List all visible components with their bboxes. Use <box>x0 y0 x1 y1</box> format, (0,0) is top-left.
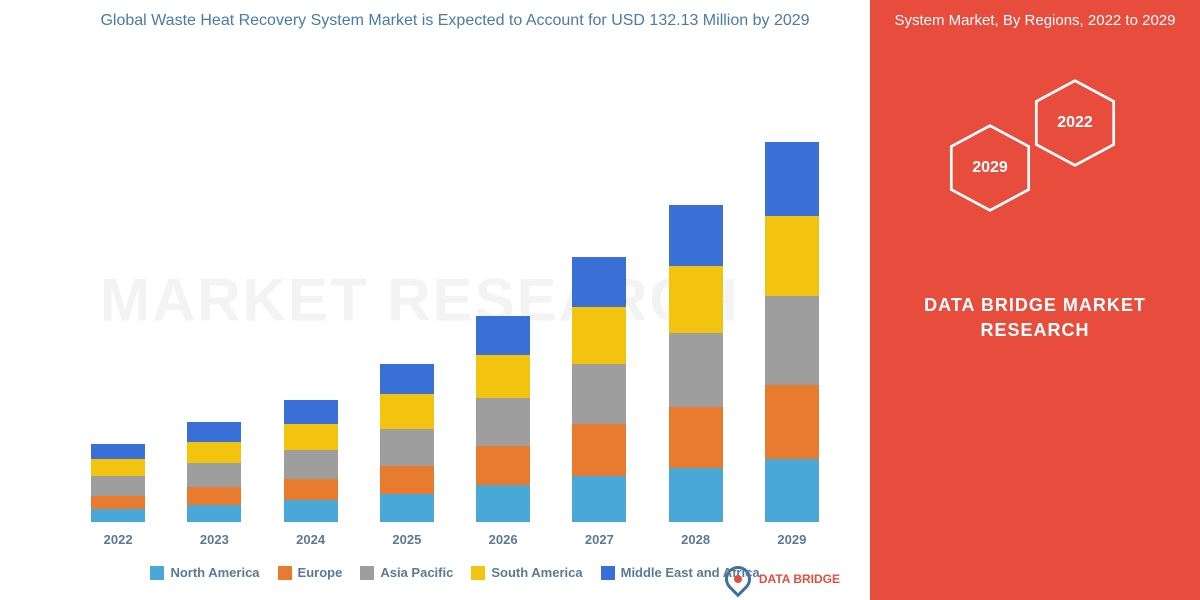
x-axis-label: 2022 <box>104 532 133 547</box>
hexagon-2029: 2029 <box>945 123 1035 213</box>
bar-segment <box>669 205 723 266</box>
main-container: Global Waste Heat Recovery System Market… <box>0 0 1200 600</box>
chart-title: Global Waste Heat Recovery System Market… <box>60 10 850 32</box>
bar-segment <box>572 307 626 363</box>
legend-item: Middle East and Africa <box>601 565 760 580</box>
bar-segment <box>91 459 145 476</box>
bar-segment <box>187 487 241 504</box>
legend-label: Asia Pacific <box>380 565 453 580</box>
bar-segment <box>91 476 145 496</box>
bar-segment <box>380 429 434 466</box>
hexagon-2022-label: 2022 <box>1057 114 1093 132</box>
x-axis-label: 2024 <box>296 532 325 547</box>
legend-item: Asia Pacific <box>360 565 453 580</box>
bar-segment <box>284 500 338 522</box>
x-axis-label: 2023 <box>200 532 229 547</box>
bar-segment <box>187 422 241 442</box>
bar-segment <box>476 446 530 485</box>
bar-segment <box>669 333 723 407</box>
legend-label: Europe <box>298 565 343 580</box>
x-axis-label: 2028 <box>681 532 710 547</box>
bar-stack <box>476 316 530 522</box>
bar-segment <box>91 496 145 509</box>
bar-segment <box>572 476 626 522</box>
chart-area: Global Waste Heat Recovery System Market… <box>0 0 870 600</box>
brand-text: DATA BRIDGE MARKET RESEARCH <box>924 293 1146 343</box>
bar-segment <box>765 385 819 459</box>
bar-segment <box>476 316 530 355</box>
bar-group: 2028 <box>648 205 744 547</box>
bar-segment <box>380 494 434 522</box>
legend-swatch <box>601 566 615 580</box>
bar-segment <box>669 407 723 468</box>
x-axis-label: 2025 <box>392 532 421 547</box>
x-axis-label: 2027 <box>585 532 614 547</box>
bar-segment <box>669 266 723 333</box>
bar-group: 2027 <box>551 257 647 547</box>
bar-segment <box>284 450 338 478</box>
bar-segment <box>380 394 434 429</box>
bar-segment <box>380 364 434 394</box>
legend-swatch <box>360 566 374 580</box>
bar-segment <box>380 466 434 494</box>
legend-item: North America <box>150 565 259 580</box>
side-panel-title: System Market, By Regions, 2022 to 2029 <box>895 10 1176 33</box>
bar-group: 2023 <box>166 422 262 547</box>
legend-item: South America <box>471 565 582 580</box>
bar-segment <box>91 509 145 522</box>
bar-group: 2026 <box>455 316 551 547</box>
bar-segment <box>669 468 723 522</box>
bar-stack <box>572 257 626 522</box>
bar-stack <box>765 142 819 522</box>
bar-segment <box>187 463 241 487</box>
bar-group: 2024 <box>263 400 359 547</box>
hexagon-graphic: 2029 2022 <box>935 73 1135 233</box>
bar-segment <box>187 442 241 464</box>
legend-label: North America <box>170 565 259 580</box>
bar-segment <box>476 398 530 446</box>
legend-label: South America <box>491 565 582 580</box>
bar-segment <box>476 485 530 522</box>
brand-line-1: DATA BRIDGE MARKET <box>924 293 1146 318</box>
bar-segment <box>572 364 626 425</box>
bar-segment <box>765 459 819 522</box>
bar-segment <box>765 296 819 385</box>
bar-segment <box>476 355 530 398</box>
bar-segment <box>765 142 819 216</box>
side-panel: System Market, By Regions, 2022 to 2029 … <box>870 0 1200 600</box>
bar-segment <box>91 444 145 459</box>
bar-segment <box>284 479 338 501</box>
legend-label: Middle East and Africa <box>621 565 760 580</box>
bar-stack <box>187 422 241 522</box>
stacked-bar-plot: 2022 2023 2024 2025 2026 2027 2028 2029 <box>60 52 850 547</box>
bar-segment <box>765 216 819 296</box>
legend-swatch <box>278 566 292 580</box>
bar-segment <box>572 257 626 307</box>
legend-item: Europe <box>278 565 343 580</box>
legend-swatch <box>471 566 485 580</box>
bar-stack <box>669 205 723 522</box>
x-axis-label: 2026 <box>489 532 518 547</box>
hexagon-2022: 2022 <box>1030 78 1120 168</box>
bar-segment <box>284 424 338 450</box>
bar-group: 2022 <box>70 444 166 547</box>
bar-segment <box>572 424 626 476</box>
bar-stack <box>284 400 338 522</box>
bar-stack <box>91 444 145 522</box>
hexagon-2029-label: 2029 <box>972 159 1008 177</box>
plot-wrap: 2022 2023 2024 2025 2026 2027 2028 2029 North A… <box>60 52 850 590</box>
bar-group: 2029 <box>744 142 840 547</box>
bar-segment <box>284 400 338 424</box>
bar-group: 2025 <box>359 364 455 547</box>
legend: North America Europe Asia Pacific South Ame… <box>60 565 850 590</box>
x-axis-label: 2029 <box>777 532 806 547</box>
legend-swatch <box>150 566 164 580</box>
brand-line-2: RESEARCH <box>924 318 1146 343</box>
bar-segment <box>187 505 241 522</box>
bar-stack <box>380 364 434 522</box>
